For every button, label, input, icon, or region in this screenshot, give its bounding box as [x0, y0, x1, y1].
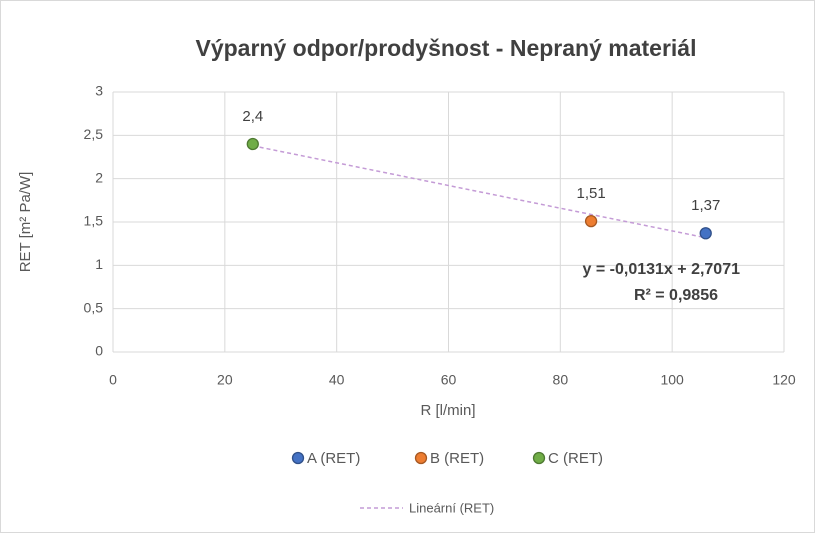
trendline-equation: y = -0,0131x + 2,7071 — [583, 261, 741, 278]
data-label: 2,4 — [242, 108, 263, 125]
data-point — [584, 214, 598, 228]
data-point — [246, 137, 259, 151]
legend-label: A (RET) — [307, 450, 360, 467]
trendline-r2: R² = 0,9856 — [634, 287, 718, 304]
legend-marker — [414, 451, 428, 465]
y-axis-title: RET [m² Pa/W] — [17, 172, 34, 273]
legend-marker — [291, 451, 305, 465]
legend-label: B (RET) — [430, 450, 484, 467]
y-tick-label: 0,5 — [84, 299, 104, 315]
x-tick-label: 120 — [772, 372, 796, 388]
x-tick-label: 40 — [329, 372, 345, 388]
x-tick-label: 80 — [553, 372, 569, 388]
y-tick-label: 2 — [95, 169, 103, 185]
x-tick-label: 20 — [217, 372, 233, 388]
legend-label: Lineární (RET) — [409, 500, 494, 515]
y-tick-label: 0 — [95, 343, 103, 359]
y-tick-label: 3 — [95, 83, 103, 99]
trendline — [252, 145, 706, 239]
x-tick-label: 60 — [441, 372, 457, 388]
data-point — [699, 227, 712, 240]
chart-title: Výparný odpor/prodyšnost - Nepraný mater… — [195, 35, 696, 61]
y-tick-label: 1 — [95, 256, 103, 272]
legend-marker — [532, 451, 546, 465]
data-label: 1,37 — [691, 197, 720, 214]
data-label: 1,51 — [576, 185, 605, 202]
x-axis-title: R [l/min] — [420, 402, 475, 419]
y-tick-label: 1,5 — [84, 213, 104, 229]
x-tick-label: 0 — [109, 372, 117, 388]
y-tick-label: 2,5 — [84, 126, 104, 142]
legend-label: C (RET) — [548, 450, 603, 467]
x-tick-label: 100 — [660, 372, 684, 388]
